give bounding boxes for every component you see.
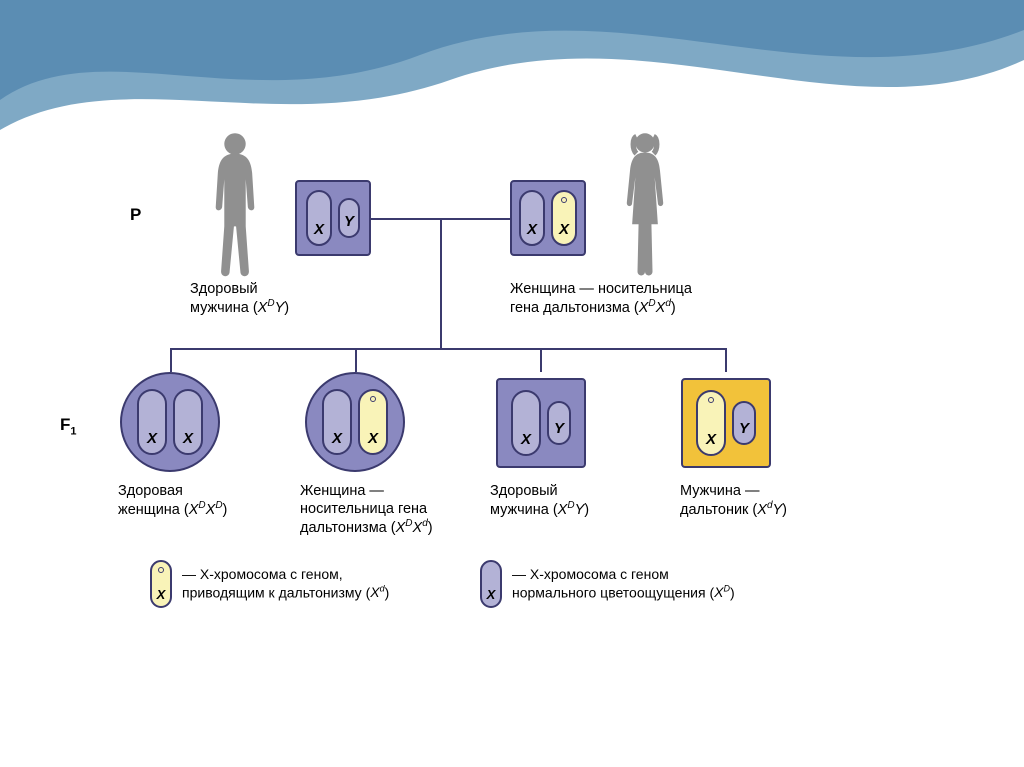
y-chromosome-icon: Y [338,198,360,238]
legend-chromo-purple-icon: X [480,560,502,608]
x-chromosome-icon: X [519,190,545,246]
offspring-1-caption: Здоровая женщина (XDXD) [118,482,227,519]
y-chromosome-icon: Y [732,401,756,445]
x-chromosome-icon: X [137,389,167,455]
x-chromosome-carrier-icon: X [696,390,726,456]
connector-line [170,348,726,350]
mother-caption: Женщина — носительница гена дальтонизма … [510,280,692,317]
x-chromosome-icon: X [511,390,541,456]
mother-genotype-box: X X [510,180,586,256]
generation-p-label: P [130,205,141,225]
connector-line [540,348,542,372]
father-silhouette [190,130,280,280]
connector-line [355,348,357,372]
offspring-3-box: X Y [496,378,586,468]
generation-f1-label: F1 [60,415,77,437]
offspring-2-box: X X [305,372,405,472]
father-genotype-box: X Y [295,180,371,256]
father-caption: Здоровый мужчина (XDY) [190,280,289,317]
offspring-4-caption: Мужчина — дальтоник (XdY) [680,482,787,519]
x-chromosome-icon: X [322,389,352,455]
mother-silhouette [600,130,690,280]
x-chromosome-icon: X [173,389,203,455]
x-chromosome-icon: X [306,190,332,246]
connector-line [725,348,727,372]
offspring-4-box: X Y [681,378,771,468]
legend-right-text: — X-хромосома с геном нормального цветоо… [512,566,735,602]
legend-right: X — X-хромосома с геном нормального цвет… [480,560,735,608]
x-chromosome-carrier-icon: X [551,190,577,246]
offspring-3-caption: Здоровый мужчина (XDY) [490,482,589,519]
x-chromosome-carrier-icon: X [358,389,388,455]
offspring-2-caption: Женщина — носительница гена дальтонизма … [300,482,433,537]
connector-line [440,218,442,348]
y-chromosome-icon: Y [547,401,571,445]
legend-left-text: — X-хромосома с геном, приводящим к даль… [182,566,389,602]
legend-left: X — X-хромосома с геном, приводящим к да… [150,560,389,608]
legend-chromo-yellow-icon: X [150,560,172,608]
diagram: P X Y X X Здоровый мужчина (XDY) Женщина… [130,140,910,740]
offspring-1-box: X X [120,372,220,472]
connector-line [170,348,172,372]
